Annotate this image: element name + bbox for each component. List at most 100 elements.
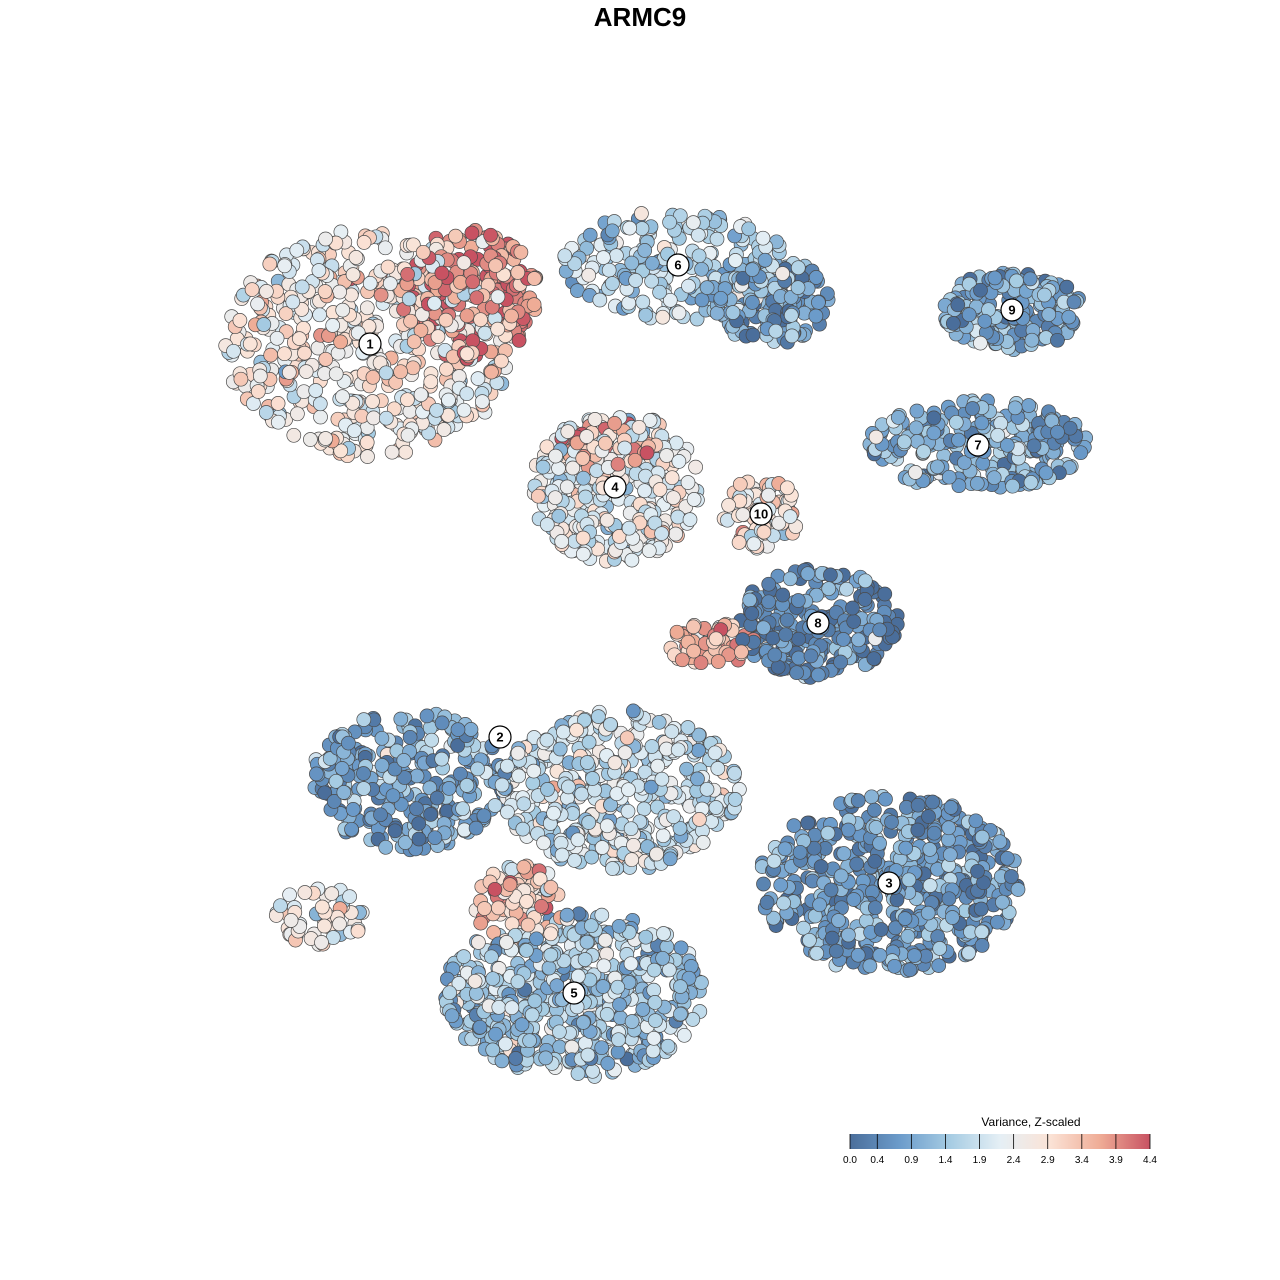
data-point [1059, 279, 1075, 295]
data-point [362, 275, 378, 291]
data-point [250, 296, 265, 312]
data-point [335, 302, 351, 318]
data-point [516, 859, 532, 875]
data-point [900, 928, 916, 944]
data-point [312, 396, 328, 412]
data-point [504, 308, 519, 324]
data-point [356, 235, 372, 250]
data-point [694, 292, 710, 308]
data-point [451, 976, 467, 991]
data-point [744, 262, 760, 277]
data-point [926, 410, 942, 426]
data-point [522, 1033, 537, 1048]
data-point [931, 958, 947, 973]
data-point [311, 263, 327, 278]
data-point [621, 520, 637, 536]
data-point [1066, 294, 1082, 310]
data-point [333, 334, 348, 350]
data-point [646, 982, 662, 998]
data-point [549, 978, 565, 993]
data-point [961, 307, 977, 323]
data-point [324, 886, 340, 901]
data-point [624, 1014, 640, 1029]
data-point [941, 469, 957, 485]
data-point [766, 853, 782, 869]
data-point [635, 1002, 651, 1017]
data-point [600, 1056, 616, 1071]
data-point [484, 364, 499, 380]
cluster-label-6: 6 [666, 253, 690, 277]
data-point [690, 227, 706, 243]
data-point [584, 849, 599, 865]
data-point [494, 1053, 510, 1069]
data-point [441, 781, 457, 796]
data-point [285, 294, 301, 310]
legend-tick-label: 2.4 [1007, 1155, 1021, 1166]
data-point [546, 805, 561, 821]
data-point [1037, 287, 1052, 303]
data-point [699, 781, 715, 797]
data-point [777, 841, 793, 857]
data-point [498, 1036, 513, 1052]
data-point [359, 435, 375, 450]
data-point [463, 722, 479, 737]
data-point [609, 248, 624, 263]
data-point [779, 612, 795, 628]
data-point [646, 962, 662, 978]
data-point [373, 287, 389, 303]
data-point [385, 788, 401, 804]
data-point [569, 722, 584, 738]
data-point [744, 606, 760, 621]
data-point [341, 735, 356, 751]
data-point [297, 345, 312, 361]
data-point [857, 592, 873, 607]
data-point [643, 779, 659, 795]
data-point [262, 256, 278, 272]
data-point [490, 321, 506, 337]
data-point [402, 729, 418, 745]
data-point [336, 785, 352, 800]
data-point [513, 244, 529, 260]
data-point [403, 313, 418, 329]
data-point [439, 361, 454, 377]
data-point [490, 900, 506, 916]
data-point [539, 439, 555, 455]
data-point [557, 248, 573, 264]
data-point [538, 1050, 554, 1066]
data-point [282, 887, 297, 903]
legend-tick-label: 0.4 [870, 1155, 884, 1166]
data-point [655, 950, 670, 966]
data-point [867, 900, 883, 916]
data-point [961, 945, 977, 961]
data-point [429, 402, 444, 418]
data-point [459, 308, 475, 324]
data-point [995, 894, 1010, 910]
data-point [756, 876, 771, 892]
data-point [926, 425, 942, 441]
data-point [516, 796, 532, 812]
data-point [560, 424, 576, 439]
data-point [1009, 273, 1024, 289]
data-point [745, 327, 761, 343]
data-point [652, 482, 668, 497]
data-point [732, 476, 748, 492]
data-point [727, 792, 743, 807]
data-point [419, 708, 435, 724]
data-point [680, 475, 696, 490]
data-point [783, 307, 799, 323]
data-point [873, 922, 889, 937]
cluster-label-text: 6 [674, 258, 681, 273]
data-point [312, 307, 327, 323]
data-point [350, 923, 366, 939]
cluster-label-8: 8 [806, 611, 830, 635]
cluster-label-text: 5 [570, 986, 577, 1001]
legend-colorbar [850, 1134, 1150, 1149]
data-point [448, 228, 463, 244]
data-point [552, 1024, 567, 1040]
data-point [607, 416, 622, 431]
data-point [660, 1038, 676, 1054]
data-point [776, 895, 791, 911]
data-point [401, 291, 417, 307]
data-point [346, 423, 362, 439]
data-point [846, 892, 862, 907]
